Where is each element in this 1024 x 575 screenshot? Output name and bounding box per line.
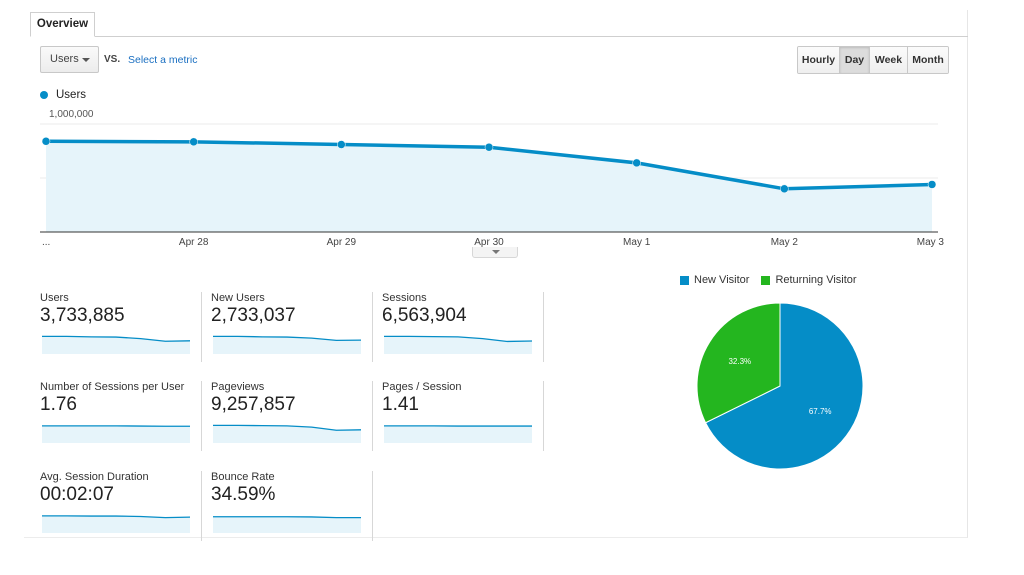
x-tick-label: Apr 29 <box>327 237 357 248</box>
sparkline-line <box>213 335 362 342</box>
data-point[interactable] <box>632 158 641 168</box>
pie-slice[interactable] <box>704 302 864 470</box>
sparkline-line <box>42 515 191 519</box>
sparkline-area <box>42 515 190 533</box>
tab-bar-divider <box>30 36 968 37</box>
pie-slice-label: 32.3% <box>728 357 751 366</box>
kpi-label: Bounce Rate <box>211 471 275 483</box>
x-tick-label: Apr 28 <box>179 237 209 248</box>
kpi-value: 2,733,037 <box>211 305 296 326</box>
kpi-label: Pageviews <box>211 381 265 393</box>
kpi-label: Users <box>40 292 69 304</box>
kpi-label: Sessions <box>382 292 427 304</box>
kpi-value: 1.76 <box>40 394 77 415</box>
kpi-tile[interactable]: Sessions 6,563,904 <box>382 292 544 362</box>
granularity-toggle: Hourly Day Week Month <box>797 46 949 74</box>
data-point[interactable] <box>484 142 494 152</box>
vs-label: VS. <box>104 54 121 65</box>
returning-visitor-swatch <box>761 275 771 285</box>
returning-visitor-legend: Returning Visitor <box>775 274 857 286</box>
kpi-label: Avg. Session Duration <box>40 471 149 483</box>
tab-overview[interactable]: Overview <box>30 12 95 37</box>
kpi-sparkline <box>42 515 191 533</box>
kpi-tile[interactable]: Number of Sessions per User 1.76 <box>40 381 202 451</box>
data-point[interactable] <box>189 137 198 147</box>
kpi-sparkline <box>42 425 190 443</box>
kpi-value: 6,563,904 <box>382 305 467 326</box>
kpi-label: New Users <box>211 292 265 304</box>
new-visitor-legend: New Visitor <box>694 274 750 286</box>
data-point[interactable] <box>780 184 789 194</box>
kpi-tile[interactable]: Bounce Rate 34.59% <box>211 471 373 541</box>
series-legend-label: Users <box>56 89 87 101</box>
kpi-sparkline <box>213 335 362 354</box>
x-tick-label: ... <box>42 237 50 248</box>
kpi-tile[interactable]: Avg. Session Duration 00:02:07 <box>40 471 202 541</box>
kpi-tile[interactable]: Users 3,733,885 <box>40 292 202 362</box>
kpi-sparkline <box>384 425 532 443</box>
x-tick-label: May 1 <box>623 237 651 248</box>
kpi-value: 00:02:07 <box>40 484 114 505</box>
series-legend-dot <box>40 91 48 99</box>
kpi-value: 1.41 <box>382 394 419 415</box>
area-fill <box>46 141 932 232</box>
select-metric-link[interactable]: Select a metric <box>128 54 198 66</box>
sparkline-area <box>384 425 532 443</box>
metric-dropdown-value: Users <box>50 53 79 65</box>
data-point[interactable] <box>41 137 51 146</box>
kpi-sparkline <box>213 516 361 533</box>
pie-legend: New Visitor Returning Visitor <box>680 274 857 286</box>
kpi-value: 9,257,857 <box>211 394 296 415</box>
sparkline-area <box>213 516 361 533</box>
sparkline-area <box>42 425 190 443</box>
sparkline-line <box>213 516 361 519</box>
chevron-down-icon <box>82 58 90 62</box>
sparkline-area <box>213 336 361 354</box>
month-button[interactable]: Month <box>908 47 948 73</box>
x-tick-label: May 3 <box>917 237 945 248</box>
hourly-button[interactable]: Hourly <box>798 47 840 73</box>
sparkline-area <box>213 425 361 443</box>
x-tick-label: May 2 <box>771 237 799 248</box>
kpi-tile[interactable]: Pageviews 9,257,857 <box>211 381 373 451</box>
kpi-sparkline <box>213 424 362 443</box>
x-tick-label: Apr 30 <box>474 237 504 248</box>
day-button[interactable]: Day <box>840 47 870 73</box>
week-button[interactable]: Week <box>870 47 908 73</box>
sparkline-line <box>42 335 191 342</box>
overview-panel <box>24 10 968 538</box>
kpi-label: Pages / Session <box>382 381 462 393</box>
chart-expand-handle[interactable] <box>472 247 518 258</box>
y-tick-label: 1,000,000 <box>49 109 94 120</box>
kpi-value: 34.59% <box>211 484 276 505</box>
sparkline-line <box>213 424 362 431</box>
kpi-value: 3,733,885 <box>40 305 125 326</box>
kpi-label: Number of Sessions per User <box>40 381 185 393</box>
pie-slice-label: 67.7% <box>809 407 832 416</box>
pie-slice[interactable] <box>696 302 781 424</box>
data-point[interactable] <box>927 180 937 189</box>
kpi-sparkline <box>42 335 191 354</box>
sparkline-line <box>384 335 533 343</box>
new-visitor-swatch <box>680 275 689 285</box>
kpi-sparkline <box>384 335 533 354</box>
chevron-down-icon <box>492 250 500 254</box>
sparkline-area <box>42 336 190 354</box>
sparkline-area <box>384 336 532 354</box>
kpi-tile[interactable]: New Users 2,733,037 <box>211 292 373 362</box>
metric-dropdown[interactable]: Users <box>40 46 99 73</box>
visitor-pie-chart: 67.7% 32.3% <box>696 302 864 470</box>
data-point[interactable] <box>337 140 346 149</box>
kpi-tile[interactable]: Pages / Session 1.41 <box>382 381 544 451</box>
